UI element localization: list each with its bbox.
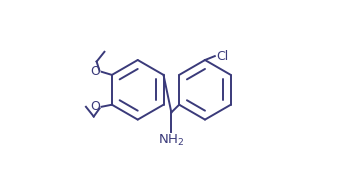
Text: Cl: Cl: [216, 50, 228, 63]
Text: NH$_2$: NH$_2$: [158, 133, 185, 148]
Text: O: O: [90, 100, 100, 113]
Text: O: O: [90, 65, 100, 78]
